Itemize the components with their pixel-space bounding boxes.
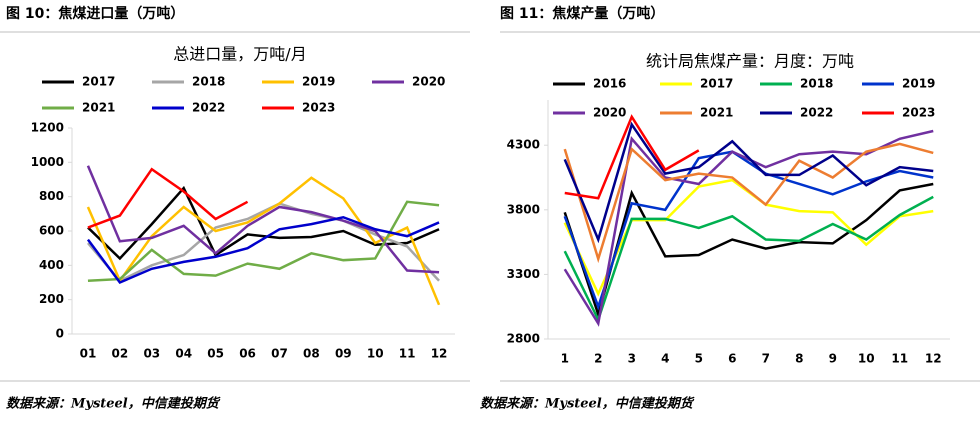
series-line [563, 142, 934, 264]
legend-label: 2020 [593, 106, 626, 120]
y-tick-label: 4300 [507, 138, 540, 152]
x-tick-label: 4 [661, 352, 669, 366]
x-tick-label: 05 [207, 347, 224, 361]
x-tick-label: 10 [858, 352, 875, 366]
x-tick-label: 01 [80, 347, 97, 361]
legend-label: 2022 [192, 101, 225, 115]
legend-label: 2022 [800, 106, 833, 120]
series-line [86, 165, 440, 274]
y-tick-label: 0 [56, 327, 64, 341]
y-tick-label: 3300 [507, 267, 540, 281]
x-tick-label: 11 [891, 352, 908, 366]
y-tick-label: 2800 [507, 332, 540, 346]
series-line [87, 167, 249, 229]
legend-label: 2021 [82, 101, 115, 115]
y-tick-label: 1000 [31, 155, 64, 169]
legend-label: 2023 [302, 101, 335, 115]
x-tick-label: 04 [175, 347, 192, 361]
series-line [564, 114, 700, 200]
x-tick-label: 7 [762, 352, 770, 366]
x-tick-label: 1 [561, 352, 569, 366]
x-tick-label: 06 [239, 347, 256, 361]
caption: 图 11：焦煤产量（万吨） [500, 5, 664, 22]
chart-title: 总进口量，万吨/月 [173, 45, 306, 64]
x-tick-label: 6 [728, 352, 736, 366]
x-tick-label: 9 [829, 352, 837, 366]
legend-label: 2016 [593, 77, 626, 91]
x-tick-label: 11 [399, 347, 416, 361]
caption: 图 10：焦煤进口量（万吨） [6, 5, 184, 22]
x-tick-label: 09 [335, 347, 352, 361]
source: 数据来源：Mysteel，中信建投期货 [6, 396, 221, 412]
y-tick-label: 600 [39, 224, 64, 238]
series-line [86, 176, 441, 306]
series-line [563, 195, 934, 323]
legend-label: 2019 [902, 77, 935, 91]
series-line [87, 200, 440, 283]
x-tick-label: 02 [112, 347, 129, 361]
series-line [87, 185, 440, 261]
y-tick-label: 400 [39, 258, 64, 272]
y-tick-label: 1200 [31, 121, 64, 135]
series-line [563, 182, 934, 319]
legend-label: 2021 [700, 106, 733, 120]
series-line [563, 121, 934, 244]
x-tick-label: 10 [367, 347, 384, 361]
legend-label: 2018 [192, 75, 225, 89]
y-tick-label: 800 [39, 189, 64, 203]
x-tick-label: 07 [271, 347, 288, 361]
legend-label: 2020 [412, 75, 445, 89]
legend-label: 2019 [302, 75, 335, 89]
series-line [563, 150, 934, 311]
x-tick-label: 12 [925, 352, 942, 366]
chart-title: 统计局焦煤产量：月度：万吨 [646, 52, 854, 71]
source: 数据来源：Mysteel，中信建投期货 [480, 396, 695, 412]
x-tick-label: 5 [695, 352, 703, 366]
x-tick-label: 12 [431, 347, 448, 361]
x-tick-label: 8 [795, 352, 803, 366]
legend-label: 2017 [700, 77, 733, 91]
legend-label: 2023 [902, 106, 935, 120]
x-tick-label: 2 [594, 352, 602, 366]
legend-label: 2017 [82, 75, 115, 89]
y-tick-label: 3800 [507, 202, 540, 216]
legend-label: 2018 [800, 77, 833, 91]
x-tick-label: 3 [628, 352, 636, 366]
y-tick-label: 200 [39, 292, 64, 306]
x-tick-label: 03 [143, 347, 160, 361]
series-line [86, 215, 440, 285]
x-tick-label: 08 [303, 347, 320, 361]
